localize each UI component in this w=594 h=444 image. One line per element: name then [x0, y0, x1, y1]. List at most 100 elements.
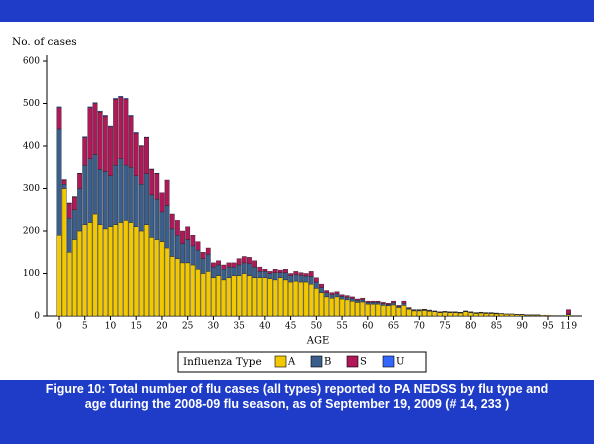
bar-segment [365, 300, 371, 303]
bar-segment [360, 297, 366, 301]
legend-label: U [396, 357, 404, 368]
legend-label: S [360, 357, 367, 368]
bar-segment [149, 237, 155, 317]
bar-segment [494, 313, 499, 317]
bar-segment [97, 111, 103, 170]
bar-segment [344, 299, 350, 317]
bar-segment [149, 169, 155, 196]
bar-segment [226, 277, 232, 317]
bar-segment [355, 298, 360, 301]
bar-segment [375, 303, 381, 317]
bar-segment [72, 209, 77, 240]
bar-segment [478, 312, 484, 317]
bar-segment [190, 245, 196, 266]
bar-segment [133, 133, 139, 176]
bar-segment [92, 103, 98, 155]
bar-segment [509, 314, 515, 317]
bar-segment [185, 262, 191, 317]
bar-segment [293, 274, 299, 282]
bar-segment [416, 310, 422, 317]
bar-segment [113, 99, 119, 166]
bar-segment [288, 273, 294, 276]
bar-segment [97, 110, 103, 113]
bar-segment [77, 188, 82, 232]
legend-swatch [346, 355, 359, 368]
bar-segment [108, 126, 113, 176]
bar-segment [411, 310, 417, 317]
bar-segment [380, 305, 386, 317]
bar-segment [283, 279, 288, 317]
bar-segment [401, 300, 407, 304]
bar-segment [386, 303, 391, 305]
bar-segment [452, 312, 458, 317]
bar-segment [72, 239, 77, 317]
x-tick-label: 85 [491, 322, 503, 332]
bar-segment [277, 277, 283, 317]
bar-segment [252, 277, 257, 317]
bar-segment [200, 273, 206, 317]
bar-segment [401, 305, 407, 317]
bar-segment [56, 107, 62, 130]
bar-segment [231, 262, 237, 268]
bar-segment [205, 247, 211, 255]
bar-segment [200, 252, 206, 259]
bar-segment [241, 273, 247, 317]
y-tick-label: 200 [23, 227, 40, 237]
bar-segment [154, 239, 160, 317]
bar-segment [247, 257, 252, 264]
bar-segment [211, 262, 216, 268]
x-tick-label: 75 [439, 322, 451, 332]
bar-segment [283, 272, 288, 281]
bar-segment [267, 271, 273, 274]
bar-segment [216, 275, 221, 317]
x-tick-label: 10 [105, 322, 117, 332]
bar-segment [298, 275, 304, 283]
bar-segment [128, 115, 134, 117]
bar-segment [349, 300, 355, 317]
bar-segment [303, 275, 309, 283]
bar-segment [144, 173, 149, 225]
bar-segment [267, 278, 273, 317]
x-tick-label: 90 [517, 322, 529, 332]
bar-segment [216, 264, 221, 276]
bar-segment [401, 303, 407, 306]
bar-segment [221, 279, 227, 317]
bar-segment [319, 287, 324, 293]
bar-segment [118, 96, 124, 159]
bar-segment [72, 196, 77, 210]
bar-segment [164, 179, 170, 206]
bar-segment [56, 128, 62, 236]
bar-segment [133, 132, 139, 134]
x-tick-label: 20 [156, 322, 168, 332]
bar-segment [380, 302, 386, 304]
bar-segment [473, 313, 479, 317]
bar-segment [123, 98, 129, 100]
bar-segment [545, 314, 551, 317]
bar-segment [360, 301, 366, 317]
bar-segment [283, 269, 288, 273]
legend-swatch [310, 355, 323, 368]
bar-segment [406, 309, 412, 317]
bar-segment [211, 266, 216, 278]
bar-segment [236, 275, 242, 317]
bar-segment [97, 224, 103, 317]
bar-segment [339, 298, 345, 317]
bar-segment [113, 98, 119, 100]
bar-segment [375, 302, 381, 305]
bar-segment [92, 154, 98, 215]
bar-segment [82, 137, 88, 166]
bar-segment [205, 271, 211, 317]
bar-segment [82, 136, 88, 138]
bar-segment [169, 228, 175, 257]
x-tick-label: 55 [336, 322, 348, 332]
bar-segment [344, 295, 350, 298]
x-tick-label: 40 [259, 322, 271, 332]
x-axis-label: AGE [306, 336, 330, 347]
bar-segment [82, 224, 88, 317]
bar-segment [108, 175, 113, 227]
bar-segment [180, 230, 185, 244]
bar-segment [313, 281, 319, 289]
bar-segment [154, 173, 160, 200]
bar-segment [236, 258, 242, 266]
